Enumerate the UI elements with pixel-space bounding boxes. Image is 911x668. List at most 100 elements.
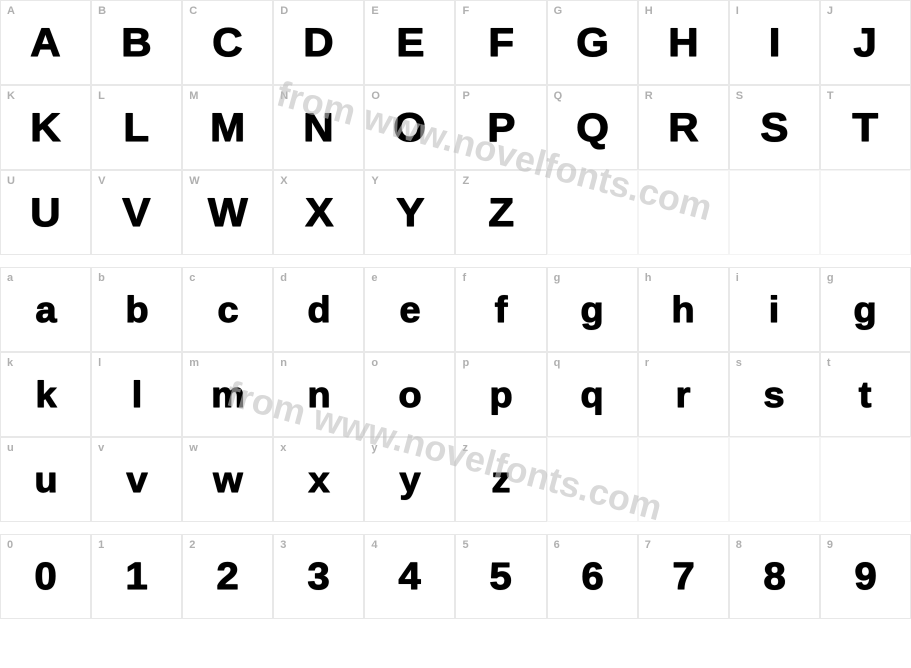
cell-glyph: F bbox=[488, 23, 514, 63]
cell-glyph: u bbox=[34, 462, 57, 498]
spacer bbox=[820, 522, 911, 534]
charmap-cell[interactable]: aa bbox=[0, 267, 91, 352]
charmap-cell[interactable]: 88 bbox=[729, 534, 820, 619]
charmap-cell[interactable]: II bbox=[729, 0, 820, 85]
charmap-cell[interactable]: ss bbox=[729, 352, 820, 437]
charmap-cell[interactable]: ZZ bbox=[455, 170, 546, 255]
charmap-cell[interactable]: rr bbox=[638, 352, 729, 437]
cell-label: 5 bbox=[462, 539, 468, 551]
charmap-cell[interactable]: oo bbox=[364, 352, 455, 437]
cell-label: G bbox=[554, 5, 563, 17]
spacer bbox=[182, 522, 273, 534]
charmap-cell[interactable]: FF bbox=[455, 0, 546, 85]
charmap-cell[interactable]: VV bbox=[91, 170, 182, 255]
cell-label: h bbox=[645, 272, 652, 284]
charmap-cell[interactable]: ff bbox=[455, 267, 546, 352]
spacer bbox=[273, 255, 364, 267]
cell-glyph: A bbox=[30, 23, 60, 63]
cell-glyph: x bbox=[308, 462, 329, 498]
charmap-cell[interactable]: XX bbox=[273, 170, 364, 255]
charmap-cell[interactable]: DD bbox=[273, 0, 364, 85]
charmap-cell[interactable]: pp bbox=[455, 352, 546, 437]
character-map-grid: AABBCCDDEEFFGGHHIIJJKKLLMMNNOOPPQQRRSSTT… bbox=[0, 0, 911, 619]
cell-glyph: s bbox=[764, 377, 785, 413]
cell-label: v bbox=[98, 442, 104, 454]
charmap-cell[interactable]: TT bbox=[820, 85, 911, 170]
charmap-cell[interactable]: OO bbox=[364, 85, 455, 170]
charmap-cell[interactable]: SS bbox=[729, 85, 820, 170]
charmap-cell[interactable]: KK bbox=[0, 85, 91, 170]
charmap-cell[interactable]: xx bbox=[273, 437, 364, 522]
charmap-cell[interactable]: BB bbox=[91, 0, 182, 85]
cell-glyph: J bbox=[854, 23, 877, 63]
cell-label: a bbox=[7, 272, 13, 284]
charmap-cell[interactable]: ll bbox=[91, 352, 182, 437]
charmap-cell[interactable]: kk bbox=[0, 352, 91, 437]
charmap-cell[interactable]: WW bbox=[182, 170, 273, 255]
charmap-cell[interactable]: uu bbox=[0, 437, 91, 522]
charmap-cell[interactable]: zz bbox=[455, 437, 546, 522]
cell-label: r bbox=[645, 357, 649, 369]
cell-glyph: E bbox=[396, 23, 424, 63]
cell-glyph: G bbox=[576, 23, 609, 63]
charmap-cell[interactable]: MM bbox=[182, 85, 273, 170]
cell-label: l bbox=[98, 357, 101, 369]
charmap-cell[interactable]: GG bbox=[547, 0, 638, 85]
charmap-cell[interactable]: gg bbox=[547, 267, 638, 352]
cell-glyph: h bbox=[672, 292, 695, 328]
charmap-cell[interactable]: 66 bbox=[547, 534, 638, 619]
charmap-cell[interactable]: NN bbox=[273, 85, 364, 170]
spacer bbox=[364, 255, 455, 267]
charmap-cell[interactable]: CC bbox=[182, 0, 273, 85]
charmap-cell[interactable]: YY bbox=[364, 170, 455, 255]
charmap-cell[interactable]: LL bbox=[91, 85, 182, 170]
cell-label: W bbox=[189, 175, 199, 187]
charmap-cell[interactable]: bb bbox=[91, 267, 182, 352]
charmap-cell[interactable]: UU bbox=[0, 170, 91, 255]
cell-label: u bbox=[7, 442, 14, 454]
charmap-cell[interactable]: HH bbox=[638, 0, 729, 85]
charmap-cell[interactable]: nn bbox=[273, 352, 364, 437]
charmap-cell[interactable]: AA bbox=[0, 0, 91, 85]
charmap-cell[interactable]: ww bbox=[182, 437, 273, 522]
charmap-cell[interactable]: 33 bbox=[273, 534, 364, 619]
cell-glyph: 0 bbox=[34, 558, 56, 596]
cell-label: 1 bbox=[98, 539, 104, 551]
cell-label: Z bbox=[462, 175, 469, 187]
charmap-cell[interactable]: tt bbox=[820, 352, 911, 437]
cell-glyph: 9 bbox=[854, 558, 876, 596]
charmap-cell[interactable]: 99 bbox=[820, 534, 911, 619]
charmap-cell[interactable]: vv bbox=[91, 437, 182, 522]
charmap-cell[interactable]: 44 bbox=[364, 534, 455, 619]
cell-label: 7 bbox=[645, 539, 651, 551]
charmap-cell[interactable]: mm bbox=[182, 352, 273, 437]
spacer bbox=[729, 255, 820, 267]
charmap-cell[interactable]: ii bbox=[729, 267, 820, 352]
charmap-cell[interactable]: EE bbox=[364, 0, 455, 85]
charmap-cell[interactable]: QQ bbox=[547, 85, 638, 170]
charmap-cell[interactable]: qq bbox=[547, 352, 638, 437]
cell-glyph: y bbox=[399, 462, 420, 498]
charmap-cell[interactable]: 55 bbox=[455, 534, 546, 619]
charmap-cell[interactable]: yy bbox=[364, 437, 455, 522]
cell-glyph: T bbox=[853, 108, 879, 148]
cell-label: w bbox=[189, 442, 198, 454]
charmap-cell[interactable]: PP bbox=[455, 85, 546, 170]
cell-label: 3 bbox=[280, 539, 286, 551]
charmap-cell[interactable]: JJ bbox=[820, 0, 911, 85]
charmap-cell[interactable]: gg bbox=[820, 267, 911, 352]
charmap-cell[interactable]: ee bbox=[364, 267, 455, 352]
charmap-cell[interactable]: 11 bbox=[91, 534, 182, 619]
charmap-cell[interactable]: 77 bbox=[638, 534, 729, 619]
charmap-cell[interactable]: 00 bbox=[0, 534, 91, 619]
spacer bbox=[0, 255, 91, 267]
charmap-cell[interactable]: hh bbox=[638, 267, 729, 352]
charmap-cell[interactable]: cc bbox=[182, 267, 273, 352]
charmap-cell bbox=[729, 170, 820, 255]
cell-label: Q bbox=[554, 90, 563, 102]
charmap-cell[interactable]: dd bbox=[273, 267, 364, 352]
spacer bbox=[547, 522, 638, 534]
charmap-cell bbox=[638, 437, 729, 522]
charmap-cell[interactable]: 22 bbox=[182, 534, 273, 619]
charmap-cell[interactable]: RR bbox=[638, 85, 729, 170]
